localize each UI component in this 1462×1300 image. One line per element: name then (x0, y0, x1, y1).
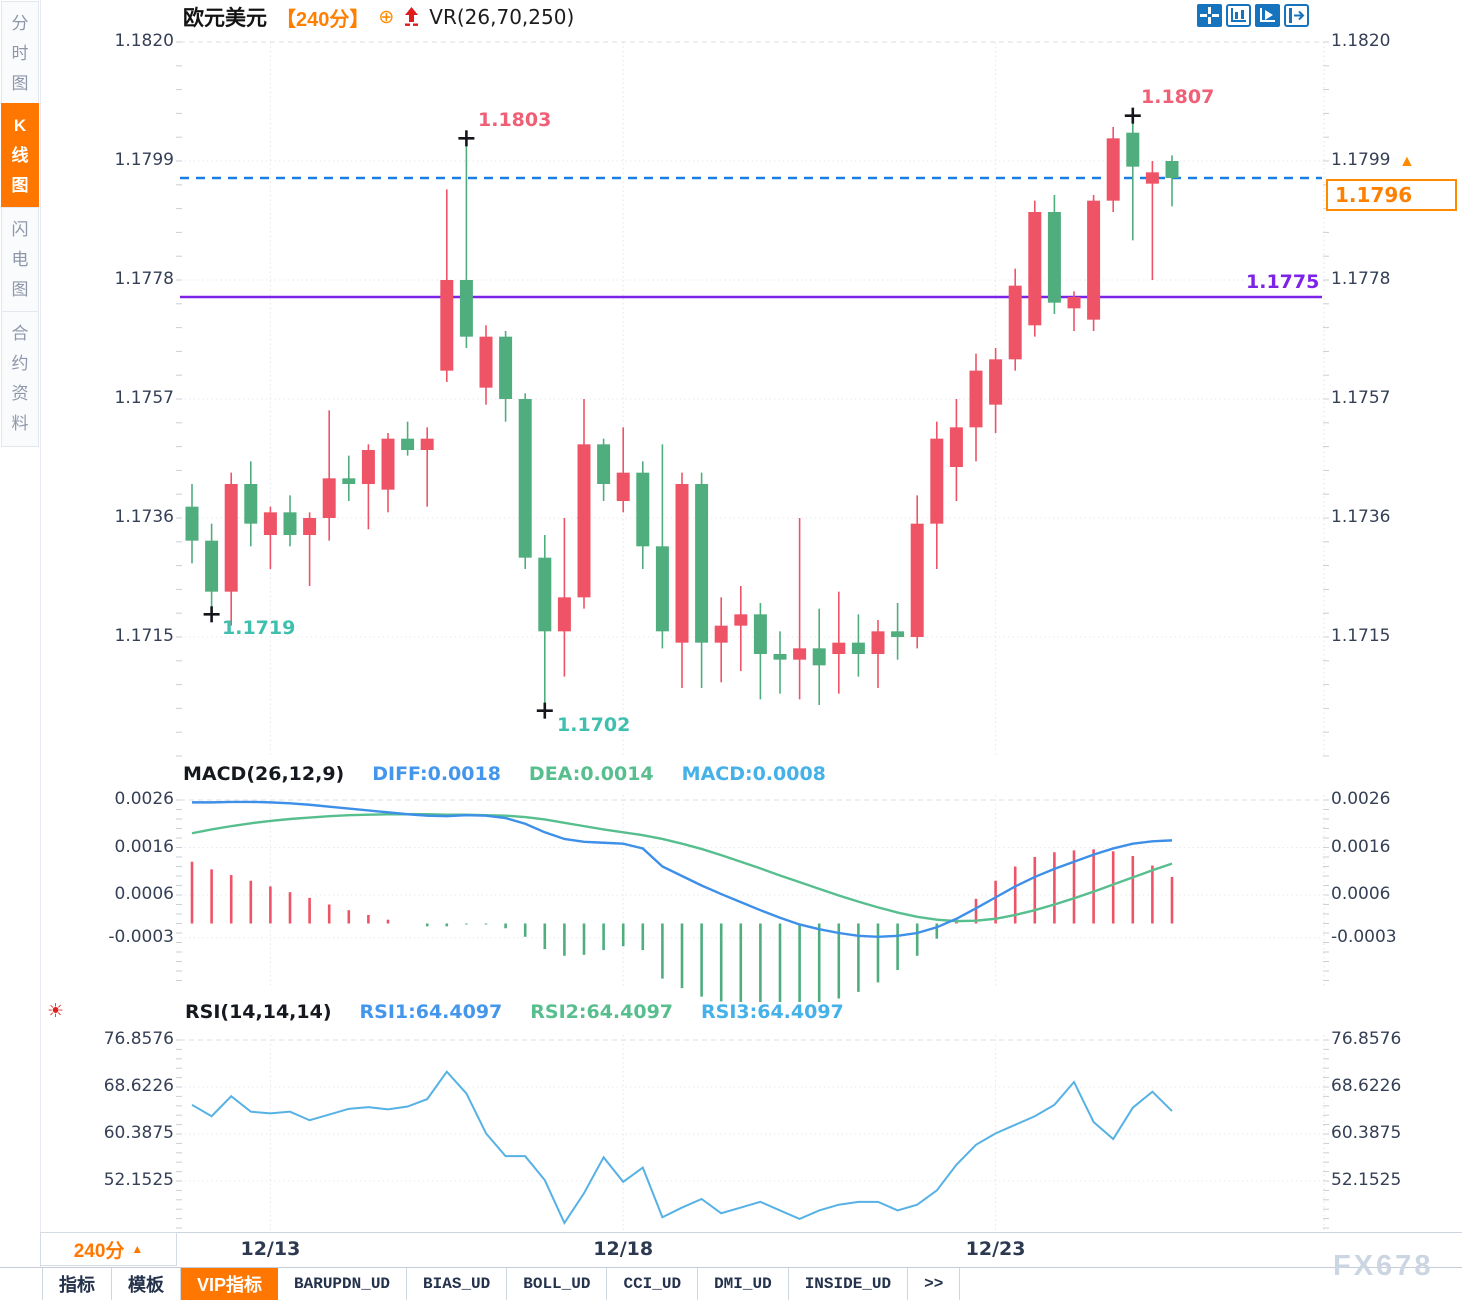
sidebar-item-1[interactable]: 分时图 (1, 1, 39, 107)
rsi-tick: 68.6226 (103, 1075, 174, 1096)
macd-title: MACD(26,12,9) (183, 763, 345, 785)
annotation-spike-high: 1.1803 (478, 109, 552, 131)
macd-chart[interactable] (0, 758, 1462, 1002)
tab-boll-ud[interactable]: BOLL_UD (507, 1268, 608, 1300)
legend-item-3: RSI3:64.4097 (701, 1001, 844, 1023)
watermark: FX678 (1333, 1250, 1434, 1282)
red-up-arrow-icon (403, 7, 420, 27)
sun-burst-icon: ☀ (47, 1001, 65, 1022)
sidebar-item-char: 料 (11, 414, 29, 433)
sidebar-item-char: 线 (11, 146, 29, 165)
macd-tick: 0.0026 (1331, 789, 1391, 809)
annotation-major-low: 1.1702 (557, 714, 631, 736)
price-tick: 1.1778 (1331, 269, 1391, 289)
sidebar-item-char: K (13, 116, 27, 135)
sidebar-item-3[interactable]: 闪电图 (1, 207, 39, 313)
rsi-tick: 52.1525 (103, 1170, 174, 1190)
rsi-tick: 60.3875 (103, 1123, 174, 1143)
price-tick: 1.1736 (1331, 507, 1391, 527)
price-tick: 1.1757 (114, 388, 174, 408)
tab-vip指标[interactable]: VIP指标 (181, 1268, 279, 1300)
sidebar-item-char: 图 (11, 280, 29, 299)
macd-tick: 0.0016 (1331, 836, 1391, 857)
add-indicator-icon[interactable]: ⊕ (378, 6, 395, 28)
sidebar-item-char: 闪 (11, 220, 29, 239)
sidebar-item-char: 图 (11, 176, 29, 195)
crosshair-icon[interactable] (1197, 4, 1222, 27)
macd-tick: 0.0006 (1331, 884, 1391, 904)
price-tick: 1.1799 (114, 150, 174, 170)
indicator-tabbar: 指标 模板 VIP指标 BARUPDN_UD BIAS_UD BOLL_UD CCI_UD D… (0, 1267, 1462, 1300)
sidebar-item-char: 约 (11, 354, 29, 373)
sidebar-item-char: 合 (11, 324, 29, 343)
price-tick: 1.1736 (114, 507, 174, 527)
symbol-title: 欧元美元 (183, 7, 267, 30)
sidebar-item-4[interactable]: 合约资料 (1, 311, 39, 447)
price-tick: 1.1757 (1331, 388, 1391, 408)
legend-item-2: DEA:0.0014 (528, 763, 654, 785)
rsi-title: RSI(14,14,14) (185, 1001, 332, 1023)
sidebar-item-char: 时 (11, 44, 29, 63)
date-tick: 12/13 (240, 1238, 301, 1260)
tab-指标[interactable]: 指标 (42, 1268, 112, 1300)
macd-tick: 0.0016 (114, 836, 174, 857)
sidebar-item-char: 电 (11, 250, 29, 269)
rsi-tick: 76.8576 (103, 1029, 174, 1049)
rsi-tick: 60.3875 (1331, 1123, 1402, 1143)
tab->>[interactable]: >> (908, 1268, 961, 1300)
tab-cci-ud[interactable]: CCI_UD (607, 1268, 699, 1300)
macd-tick: -0.0003 (1331, 926, 1397, 947)
period-selector[interactable]: 240分 ▲ (40, 1232, 177, 1266)
rsi-tick: 76.8576 (1331, 1029, 1402, 1049)
rsi-chart[interactable] (0, 1000, 1462, 1234)
tab-dmi-ud[interactable]: DMI_UD (698, 1268, 789, 1300)
chart-header: 欧元美元 【240分】 ⊕ VR(26,70,250) (183, 3, 574, 31)
macd-legend: MACD(26,12,9) DIFF:0.0018 DEA:0.0014 MACD:… (183, 763, 826, 785)
sidebar-item-char: 资 (11, 384, 29, 403)
legend-item-1: RSI1:64.4097 (359, 1001, 503, 1023)
candlestick-chart[interactable] (0, 30, 1462, 762)
annotation-support-level: 1.1775 (1246, 271, 1320, 293)
last-price-box: 1.1796 (1326, 179, 1457, 211)
rsi-tick: 68.6226 (1331, 1075, 1402, 1096)
macd-tick: 0.0006 (114, 884, 174, 904)
annotation-early-low: 1.1719 (222, 617, 296, 639)
pan-right-icon[interactable] (1284, 4, 1309, 27)
overlay-indicator-label: VR(26,70,250) (429, 5, 575, 29)
price-tick: 1.1820 (1331, 31, 1391, 51)
annotation-final-high: 1.1807 (1141, 86, 1215, 108)
rsi-legend: RSI(14,14,14) RSI1:64.4097 RSI2:64.4097 RS… (185, 1001, 844, 1023)
price-tick: 1.1715 (114, 626, 174, 646)
price-tick: 1.1778 (114, 269, 174, 289)
legend-item-2: RSI2:64.4097 (530, 1001, 674, 1023)
chart-toolbar (1197, 4, 1309, 27)
rsi-tick: 52.1525 (1331, 1170, 1402, 1190)
tab-barupdn-ud[interactable]: BARUPDN_UD (278, 1268, 408, 1300)
legend-item-3: MACD:0.0008 (681, 763, 826, 785)
tab-模板[interactable]: 模板 (112, 1268, 181, 1300)
price-tick: 1.1799 (1331, 150, 1391, 170)
tab-bias-ud[interactable]: BIAS_UD (407, 1268, 508, 1300)
price-tick: 1.1820 (114, 31, 174, 51)
period-selector-label: 240分 (73, 1240, 125, 1262)
sidebar-item-char: 分 (11, 14, 29, 33)
macd-tick: -0.0003 (108, 926, 174, 947)
period-badge: 【240分】 (276, 8, 370, 31)
axis-range-icon[interactable] (1226, 4, 1251, 27)
axis-play-icon[interactable] (1255, 4, 1280, 27)
tab-inside-ud[interactable]: INSIDE_UD (789, 1268, 909, 1300)
xaxis-separator (40, 1232, 1462, 1233)
date-tick: 12/18 (593, 1238, 654, 1260)
price-up-arrow-icon: ▲ (1399, 153, 1415, 170)
date-tick: 12/23 (965, 1238, 1026, 1260)
triangle-up-icon: ▲ (131, 1242, 144, 1256)
price-tick: 1.1715 (1331, 626, 1391, 646)
sidebar-item-char: 图 (11, 74, 29, 93)
macd-tick: 0.0026 (114, 789, 174, 809)
legend-item-1: DIFF:0.0018 (372, 763, 501, 785)
